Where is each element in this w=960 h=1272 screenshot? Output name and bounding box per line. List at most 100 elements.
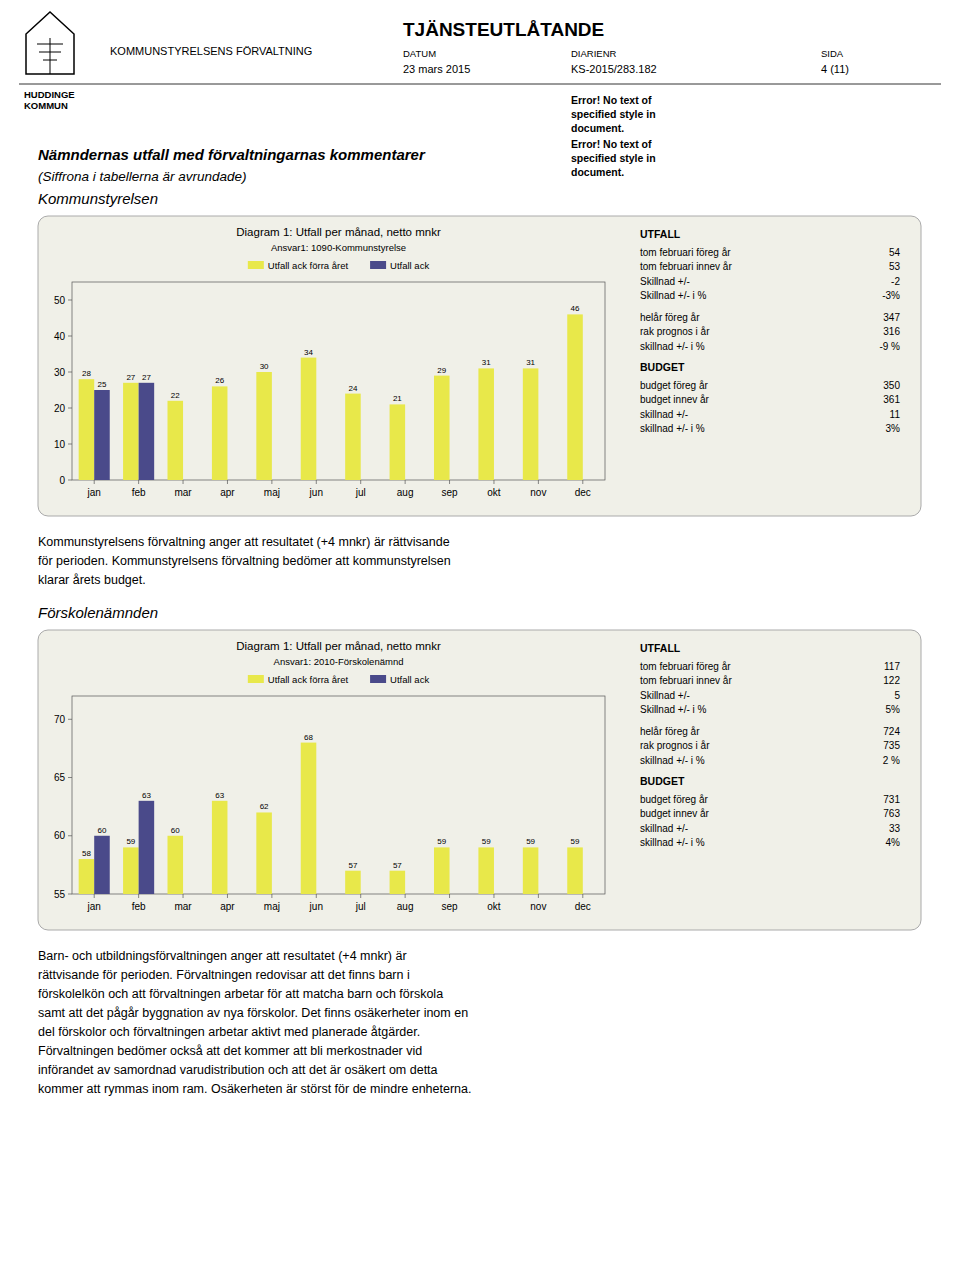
data-label: 59: [482, 837, 491, 846]
stats-label: skillnad +/- i %: [640, 341, 705, 352]
logo-line: [39, 52, 61, 53]
y-tick: [68, 408, 72, 409]
data-label: 68: [304, 733, 313, 742]
stats-value: 33: [889, 823, 901, 834]
stats-value: 2 %: [883, 755, 900, 766]
x-tick-label: okt: [487, 487, 501, 498]
legend-swatch: [248, 675, 264, 683]
y-tick: [68, 835, 72, 836]
x-tick-label: nov: [530, 487, 546, 498]
x-tick: [271, 480, 272, 484]
bar: [94, 836, 110, 894]
stats-label: tom februari föreg år: [640, 247, 731, 258]
data-label: 63: [142, 791, 151, 800]
body-text-line: Förvaltningen bedömer också att det komm…: [38, 1044, 422, 1058]
stats-value: 316: [883, 326, 900, 337]
stats-value: 117: [884, 661, 900, 672]
stats-value: 724: [883, 726, 900, 737]
x-tick: [138, 480, 139, 484]
legend-item: Utfall ack: [370, 674, 429, 685]
x-tick-label: jun: [309, 901, 323, 912]
x-tick: [138, 894, 139, 898]
body-text: Barn- och utbildningsförvaltningen anger…: [38, 949, 472, 1096]
stats-label: budget innev år: [640, 394, 710, 405]
x-tick: [227, 894, 228, 898]
body-text-line: samt att det pågår byggnation av nya för…: [38, 1006, 468, 1020]
y-tick-label: 0: [59, 475, 65, 486]
logo: [26, 12, 74, 74]
bar: [212, 801, 228, 894]
error-text-line: document.: [571, 166, 624, 178]
x-tick-label: aug: [397, 901, 414, 912]
heading: Nämndernas utfall med förvaltningarnas k…: [38, 146, 426, 163]
x-tick: [493, 480, 494, 484]
x-tick: [183, 894, 184, 898]
error-text: Error! No text of specified style in docum…: [571, 138, 656, 178]
y-tick-label: 70: [54, 714, 66, 725]
y-tick-label: 65: [54, 772, 66, 783]
data-label: 28: [82, 369, 91, 378]
stats-label: tom februari innev år: [640, 675, 732, 686]
body-text-line: rättvisande för perioden. Förvaltningen …: [38, 968, 410, 982]
subheading: (Siffrona i tabellerna är avrundade): [38, 169, 247, 184]
legend-swatch: [248, 261, 264, 269]
legend: Utfall ack förra åretUtfall ack: [248, 260, 430, 271]
x-tick-label: okt: [487, 901, 501, 912]
body-text-line: för perioden. Kommunstyrelsens förvaltni…: [38, 554, 451, 568]
bar: [167, 836, 183, 894]
bar: [123, 383, 139, 480]
x-tick-label: mar: [174, 487, 192, 498]
stats-value: 4%: [886, 837, 901, 848]
x-tick: [94, 894, 95, 898]
logo-line: [50, 38, 51, 74]
legend-item: Utfall ack förra året: [248, 260, 349, 271]
data-label: 31: [526, 358, 535, 367]
data-label: 31: [482, 358, 491, 367]
x-tick-label: sep: [441, 901, 458, 912]
error-text: Error! No text ofspecified style indocum…: [571, 94, 656, 134]
stats-value: -3%: [882, 290, 900, 301]
x-tick: [538, 480, 539, 484]
data-label: 29: [437, 366, 446, 375]
data-label: 27: [142, 373, 151, 382]
data-label: 27: [126, 373, 135, 382]
y-tick-label: 10: [54, 439, 66, 450]
bar: [567, 847, 583, 894]
bar: [301, 358, 317, 480]
body-text-line: klarar årets budget.: [38, 573, 146, 587]
body-text-line: införandet av samordnad varudistribution…: [38, 1063, 438, 1077]
error-text-line: specified style in: [571, 152, 656, 164]
x-tick: [316, 894, 317, 898]
bar: [123, 847, 139, 894]
error-text-line: Error! No text of: [571, 94, 652, 106]
bar: [434, 847, 450, 894]
stats-label: skillnad +/- i %: [640, 837, 705, 848]
data-label: 57: [393, 861, 402, 870]
data-label: 60: [98, 826, 107, 835]
stats-value: 53: [889, 261, 901, 272]
data-label: 21: [393, 394, 402, 403]
stats-heading: UTFALL: [640, 642, 681, 654]
x-tick: [405, 894, 406, 898]
x-tick-label: jun: [309, 487, 323, 498]
x-tick-label: maj: [264, 487, 280, 498]
chart-subtitle: Ansvar1: 1090-Kommunstyrelse: [271, 242, 406, 253]
stats-value: 5%: [886, 704, 901, 715]
stats-label: skillnad +/- i %: [640, 755, 705, 766]
legend-swatch: [370, 261, 386, 269]
data-labels: 5859606362685757595959596063: [82, 733, 580, 870]
stats-label: budget föreg år: [640, 794, 708, 805]
stats-label: rak prognos i år: [640, 740, 710, 751]
bar: [567, 314, 583, 480]
body-text: Kommunstyrelsens förvaltning anger att r…: [38, 535, 451, 587]
page-title: KOMMUNSTYRELSENS FÖRVALTNING: [110, 45, 312, 57]
x-tick-label: aug: [397, 487, 414, 498]
data-label: 59: [437, 837, 446, 846]
data-label: 59: [126, 837, 135, 846]
error-text-line: Error! No text of: [571, 138, 652, 150]
y-tick: [68, 719, 72, 720]
stats-value: 763: [883, 808, 900, 819]
stats-value: -9 %: [879, 341, 900, 352]
data-label: 62: [260, 802, 269, 811]
x-tick-label: mar: [174, 901, 192, 912]
